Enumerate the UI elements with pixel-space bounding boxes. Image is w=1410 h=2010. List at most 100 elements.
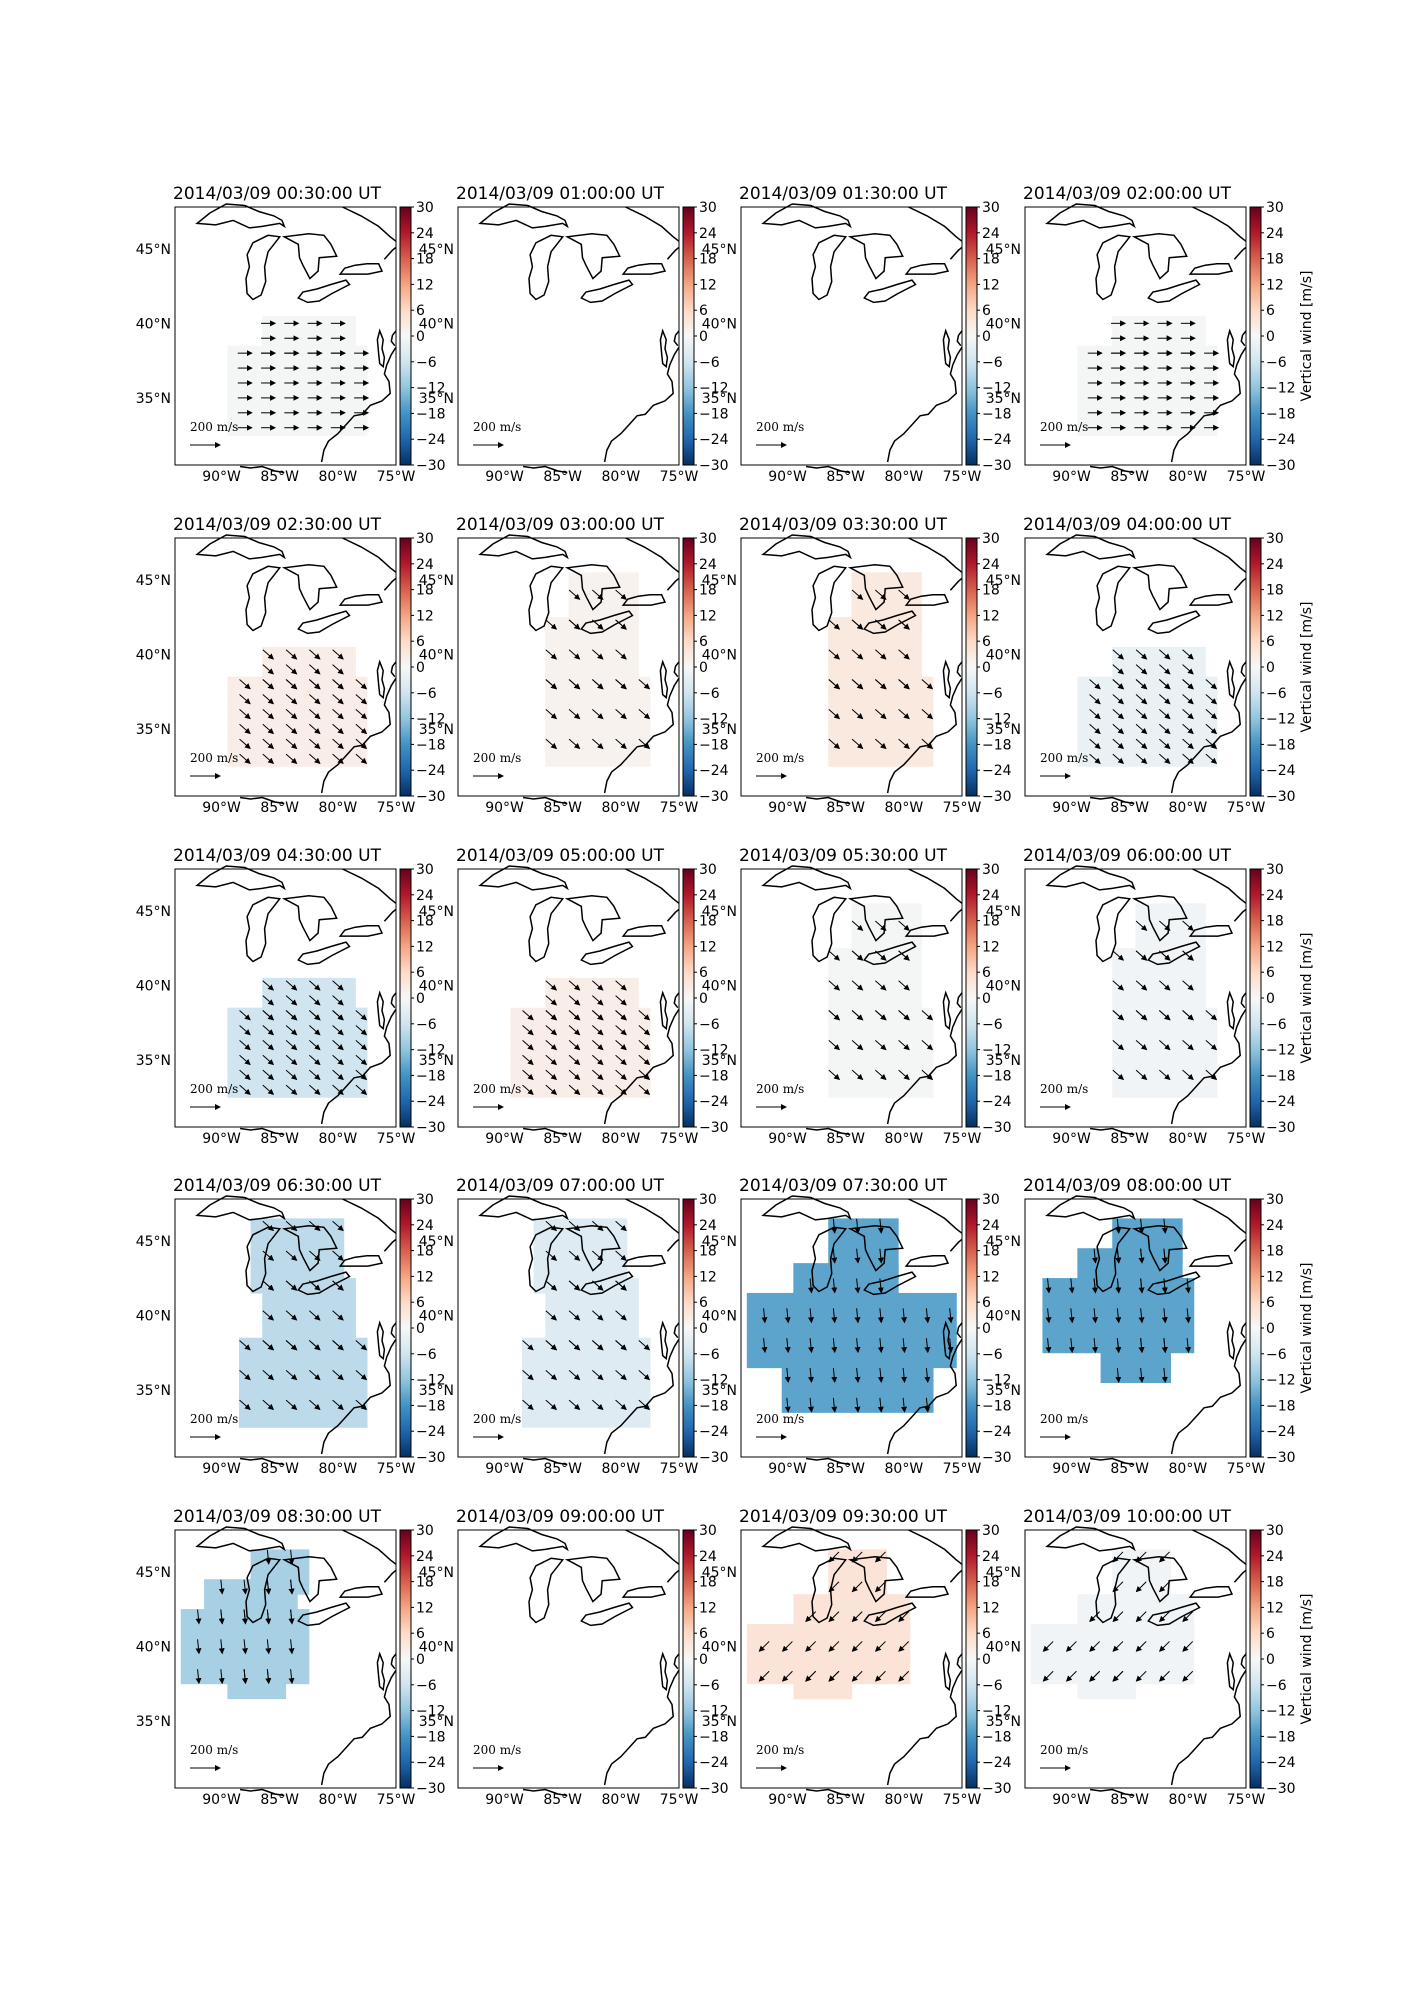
wind-arrow [522,1069,534,1081]
wind-cell [1147,962,1160,979]
wind-cell [615,691,628,708]
coastline [904,1254,950,1267]
wind-arrow [1135,738,1148,750]
wind-cell [886,646,899,663]
colorbar-tick: −18 [699,737,729,753]
colorbar-tick: −6 [699,1678,720,1694]
wind-cell [343,1337,356,1354]
wind-cell [851,572,864,588]
wind-cell [297,1248,310,1264]
wind-cell [746,1638,760,1655]
colorbar-tick: 18 [416,583,434,599]
wind-arrow [898,980,910,991]
wind-arrow [355,1084,368,1095]
wind-arrow [831,1367,838,1383]
wind-arrow [522,1010,534,1021]
wind-arrow [874,1611,886,1623]
wind-cell [898,1022,911,1039]
wind-cell [863,1007,876,1024]
colorbar-tick: 18 [699,583,717,599]
wind-arrow [638,708,651,720]
wind-cell [556,1367,570,1384]
wind-cell [781,1382,794,1398]
wind-cell [308,1412,321,1428]
wind-arrow [1138,1308,1145,1324]
lon-tick: 75°W [660,1131,699,1147]
scale-arrow-label: 200 m/s [190,420,238,434]
wind-cell [1065,1322,1078,1339]
panel-title: 2014/03/09 05:00:00 UT [456,846,665,866]
colorbar-label: Vertical wind [m/s] [1299,1263,1315,1394]
wind-arrow [355,1369,368,1381]
colorbar-tick: −30 [699,1781,729,1797]
colorbar-tick: 18 [699,914,717,930]
lat-tick: 35°N [986,1053,1021,1069]
colorbar [1249,206,1262,466]
wind-cell [874,751,887,767]
colorbar-tick: 18 [699,252,717,268]
wind-cell [204,1668,217,1685]
coastline [904,1585,950,1598]
wind-cell [851,992,864,1009]
colorbar-tick: −30 [416,1450,446,1466]
coastline [863,941,917,966]
wind-cell [204,1638,217,1655]
wind-cell [804,1322,818,1339]
wind-cell [1193,992,1206,1009]
wind-arrow [285,1010,298,1021]
wind-cell [909,1007,922,1024]
wind-cell [863,1278,876,1294]
wind-cell [839,1609,853,1625]
wind-cell [1135,1653,1148,1670]
wind-cell [262,1564,275,1580]
wind-cell [320,1292,333,1309]
map-frame [740,1529,963,1789]
wind-cell [580,1367,593,1384]
wind-arrow [874,738,887,750]
wind-cell [1193,736,1206,752]
colorbar-tick: 12 [416,608,434,624]
coastline [1147,941,1201,966]
wind-cell [273,691,287,708]
wind-cell [297,360,310,377]
wind-cell [343,721,356,737]
wind-cell [839,1668,853,1685]
wind-arrow [638,1025,651,1036]
lat-tick: 35°N [419,391,454,407]
wind-cell [1193,345,1206,362]
colorbar-tick: −30 [1266,1120,1296,1136]
wind-cell [603,691,616,708]
wind-cell [556,706,570,723]
lon-tick: 90°W [768,1131,807,1147]
colorbar-tick: 18 [416,914,434,930]
coastline [673,1653,680,1670]
colorbar-tick: 18 [699,1244,717,1260]
coastline [239,1788,285,1797]
wind-arrow [831,1248,838,1264]
wind-cell [556,617,570,633]
wind-cell [863,587,876,603]
colorbar-tick: −30 [1266,789,1296,805]
colorbar-tick: −6 [416,1678,437,1694]
wind-cell [533,1412,546,1428]
coastline [761,1526,852,1552]
wind-arrow [285,679,298,690]
wind-cell [250,676,263,693]
coastline [673,330,680,347]
wind-cell [227,360,240,377]
wind-arrow [1045,1338,1052,1354]
coastline [673,661,680,678]
wind-cell [1205,1052,1218,1068]
lon-tick: 85°W [543,1792,582,1808]
wind-cell [1077,1337,1090,1354]
wind-cell [273,1218,287,1234]
wind-cell [626,676,639,693]
wind-cell [886,1292,899,1309]
wind-cell [320,390,333,406]
wind-cell [1100,1263,1113,1279]
wind-cell [1193,661,1206,678]
wind-cell [863,1292,876,1309]
